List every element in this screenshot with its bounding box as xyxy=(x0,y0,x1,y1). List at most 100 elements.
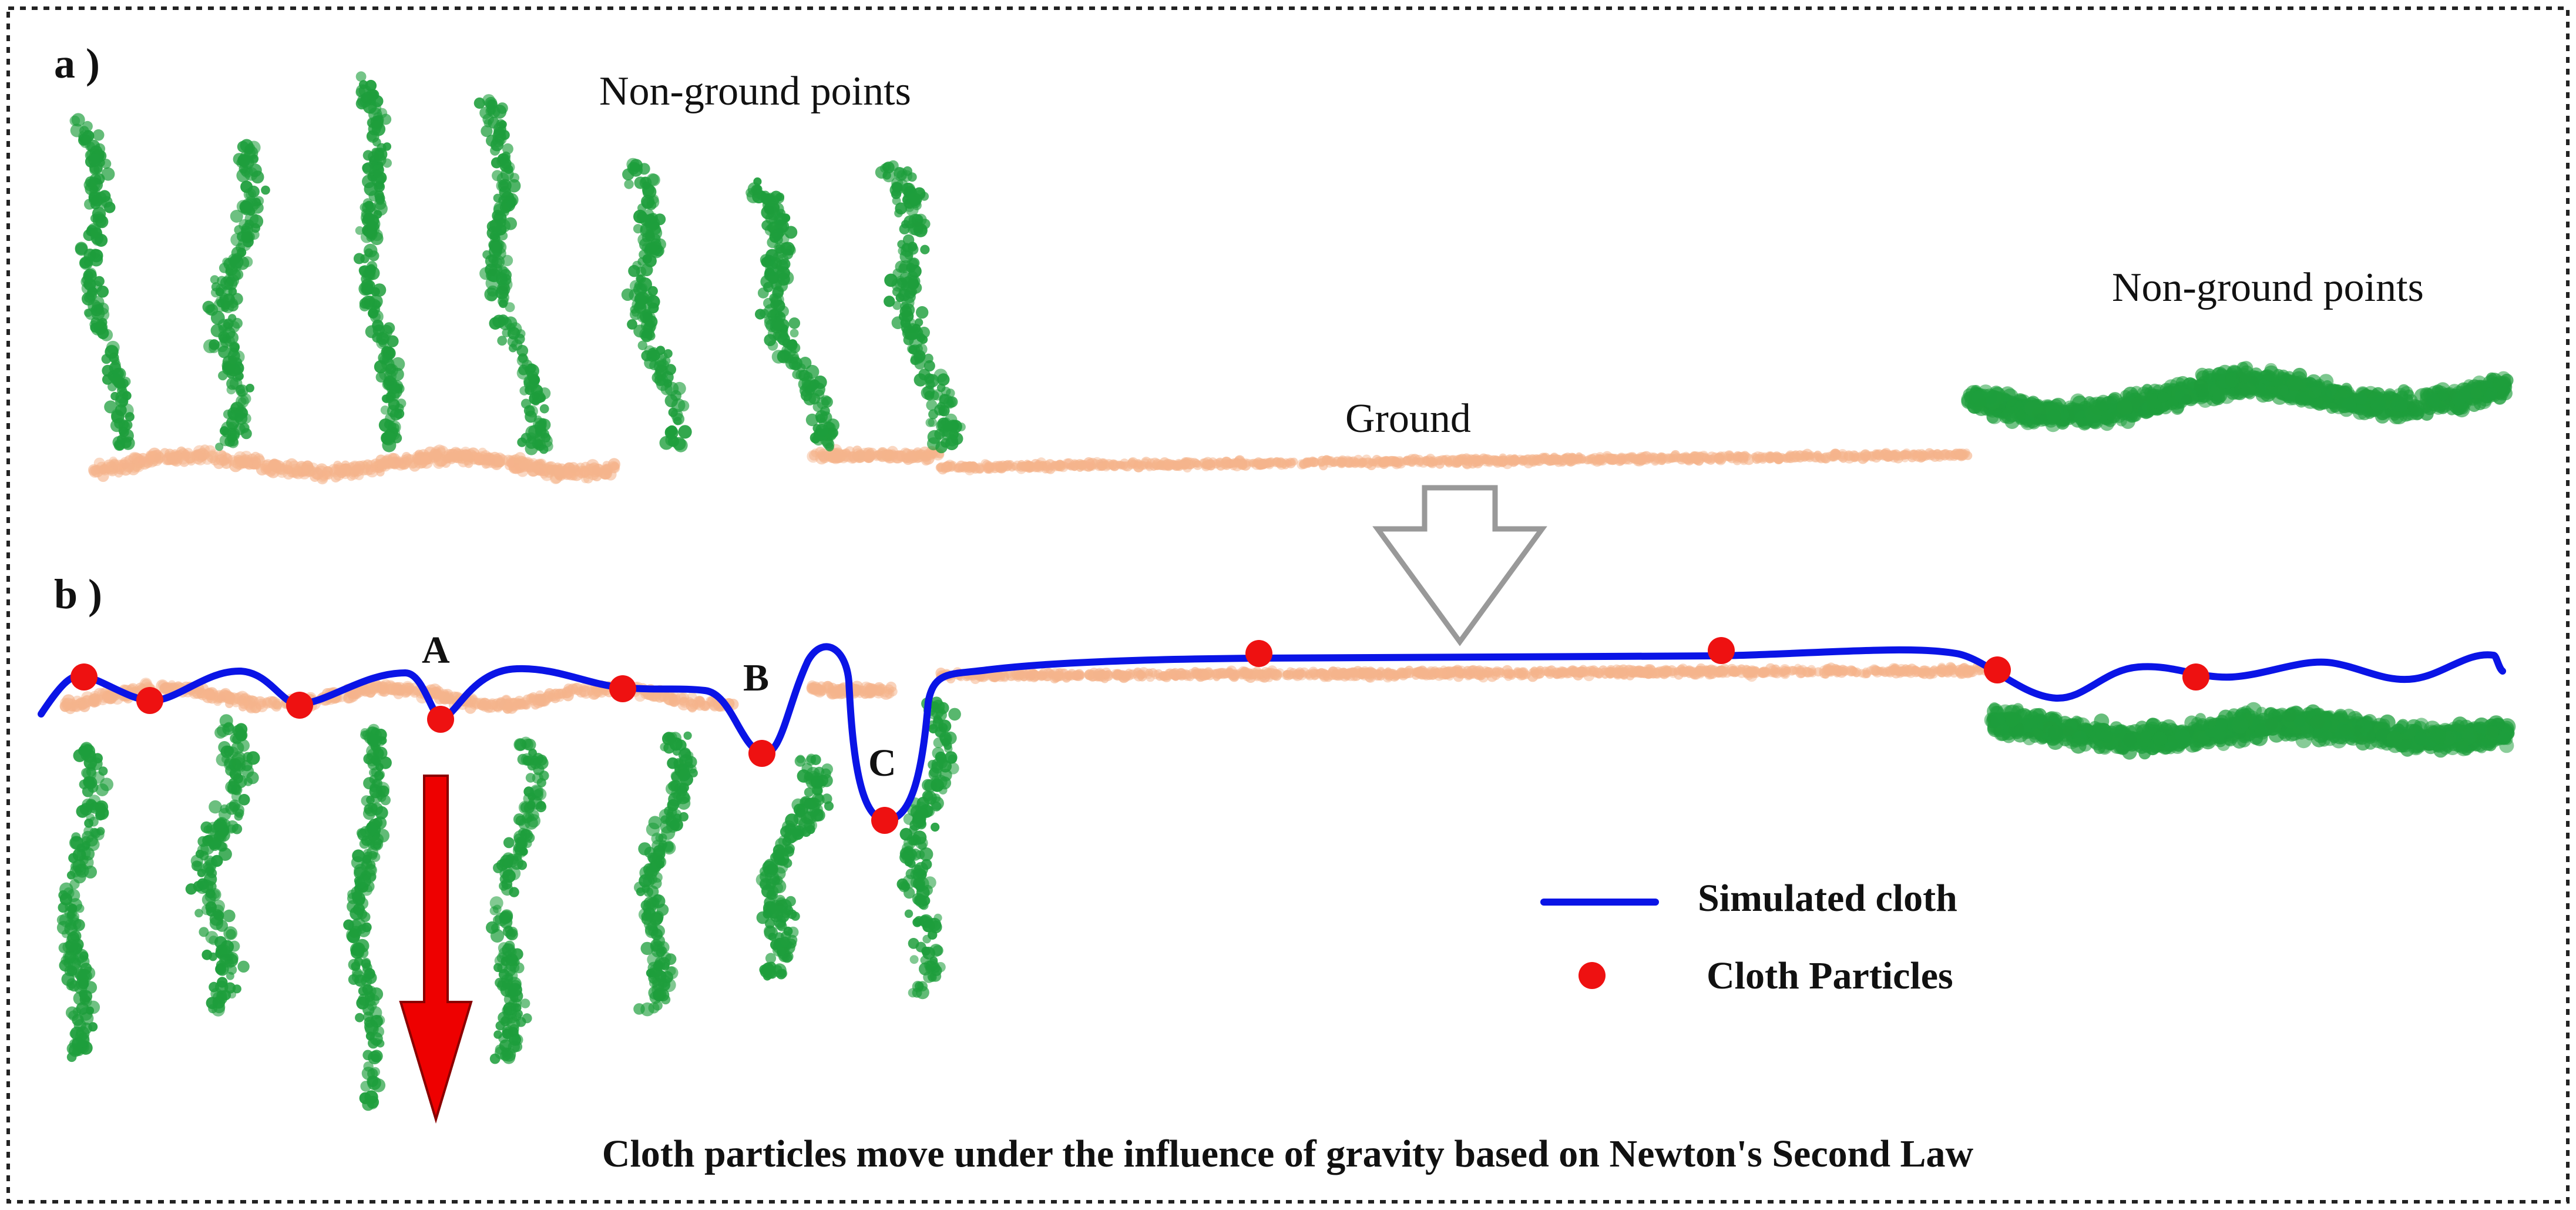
vegetation-point xyxy=(538,387,551,400)
panel-b: b ) A B C Simulated cloth xyxy=(38,571,2516,1124)
ground-point xyxy=(567,462,579,474)
vegetation-point xyxy=(91,227,102,239)
ground-point xyxy=(1686,453,1697,463)
vegetation-point xyxy=(655,364,668,377)
vegetation-point xyxy=(627,319,637,330)
ground-point xyxy=(364,685,377,698)
transition-down-arrow xyxy=(1372,485,1547,646)
vegetation-point xyxy=(2263,365,2280,382)
ground-point xyxy=(1575,452,1583,460)
ground-point xyxy=(331,464,342,475)
ground-point xyxy=(1741,451,1749,460)
ground-point xyxy=(476,698,487,709)
vegetation-point xyxy=(647,173,660,186)
vegetation-point xyxy=(498,296,509,307)
vegetation-point xyxy=(234,413,244,423)
ground-point xyxy=(1133,461,1144,472)
vegetation-point xyxy=(925,374,939,388)
ground-point xyxy=(1102,461,1110,468)
vegetation-point xyxy=(899,305,912,318)
vegetation-point xyxy=(372,319,384,331)
ground-point xyxy=(162,454,172,465)
ground-point xyxy=(201,690,215,703)
vegetation-point xyxy=(359,300,370,311)
vegetation-point xyxy=(641,195,655,209)
ground-point xyxy=(1436,455,1444,464)
ground-point xyxy=(1833,453,1841,460)
ground-point xyxy=(78,701,88,710)
ground-point xyxy=(1030,462,1040,472)
vegetation-point xyxy=(489,219,503,232)
ground-point xyxy=(462,450,472,461)
vegetation-point xyxy=(219,263,230,273)
vegetation-point xyxy=(2142,384,2153,395)
ground-point xyxy=(1317,458,1325,467)
ground-point xyxy=(200,444,210,455)
ground-point xyxy=(559,466,569,476)
vegetation-point xyxy=(83,135,92,144)
ground-point xyxy=(544,688,555,699)
ground-point xyxy=(1459,457,1467,465)
vegetation-point xyxy=(202,300,215,313)
vegetation-point xyxy=(949,430,959,440)
ground-point xyxy=(502,704,513,714)
ground-point xyxy=(291,466,303,477)
ground-point xyxy=(177,453,189,465)
vegetation-point xyxy=(923,353,933,364)
vegetation-point xyxy=(915,343,928,356)
ground-point xyxy=(1337,458,1346,467)
ground-point xyxy=(1962,450,1970,458)
vegetation-point xyxy=(789,354,800,365)
vegetation-point xyxy=(880,163,889,173)
vegetation-point xyxy=(101,167,115,181)
ground-point xyxy=(1020,462,1030,472)
ground-point xyxy=(815,447,826,458)
ground-point xyxy=(1483,454,1492,463)
ground-point xyxy=(1767,451,1775,459)
vegetation-point xyxy=(908,242,918,252)
vegetation-point xyxy=(227,300,239,312)
ground-point xyxy=(1308,456,1318,465)
ground-point xyxy=(1116,461,1123,469)
vegetation-point xyxy=(496,179,509,192)
vegetation-point xyxy=(907,172,917,182)
ground-point xyxy=(830,450,843,463)
vegetation-point xyxy=(766,192,775,202)
ground-point xyxy=(480,450,491,461)
vegetation-point xyxy=(1974,398,1987,411)
vegetation-point xyxy=(907,323,918,334)
vegetation-point xyxy=(360,230,373,243)
vegetation-point xyxy=(2334,389,2350,405)
vegetation-point xyxy=(239,164,248,174)
vegetation-point xyxy=(92,211,105,224)
vegetation-point xyxy=(659,435,674,450)
ground-point xyxy=(1714,453,1725,465)
ground-point xyxy=(592,463,604,476)
ground-point xyxy=(377,462,387,472)
vegetation-point xyxy=(2451,391,2466,406)
ground-point xyxy=(89,465,99,475)
vegetation-point xyxy=(491,241,503,253)
vegetation-point xyxy=(645,242,659,254)
ground-point xyxy=(1816,454,1826,464)
ground-point xyxy=(1889,451,1900,463)
ground-point xyxy=(1595,452,1605,462)
vegetation-point xyxy=(79,257,91,269)
ground-point xyxy=(1617,455,1627,465)
ground-point xyxy=(1263,460,1272,468)
ground-point xyxy=(1413,455,1425,465)
ground-point xyxy=(852,448,865,461)
vegetation-point xyxy=(481,125,493,138)
ground-point xyxy=(961,461,972,472)
vegetation-point xyxy=(2211,367,2225,381)
vegetation-point xyxy=(908,193,922,206)
ground-point xyxy=(852,451,862,462)
ground-point xyxy=(946,461,956,471)
vegetation-point xyxy=(391,357,405,371)
ground-point xyxy=(1641,451,1653,462)
vegetation-point xyxy=(381,431,396,445)
vegetation-point xyxy=(497,336,508,346)
ground-point xyxy=(914,450,924,460)
ground-point xyxy=(1215,461,1226,471)
